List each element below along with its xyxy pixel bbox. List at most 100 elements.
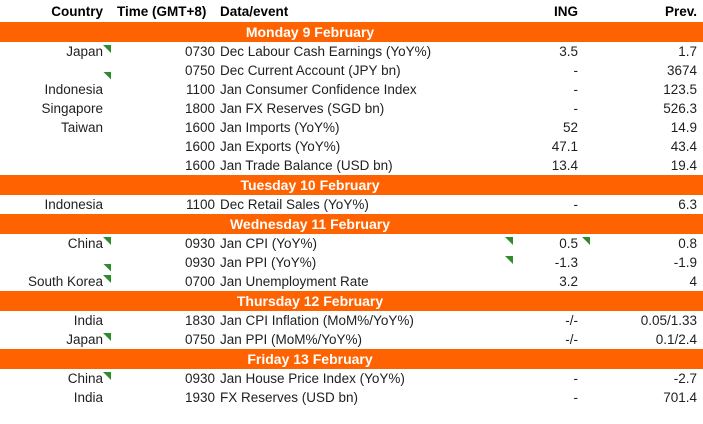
column-header-event: Data/event: [220, 3, 289, 19]
event-cell: Jan CPI (YoY%): [217, 236, 513, 251]
ing-value-cell: 0.5: [513, 236, 590, 251]
column-header-country: Country: [51, 3, 103, 19]
ing-value: -/-: [565, 313, 578, 328]
event-cell: Dec Labour Cash Earnings (YoY%): [217, 44, 513, 59]
event-cell: Jan Imports (YoY%): [217, 120, 513, 135]
prev-value: 43.4: [670, 139, 697, 154]
day-section-rows: Indonesia 1100 Dec Retail Sales (YoY%) -…: [0, 195, 703, 214]
country-label: South Korea: [27, 274, 103, 289]
country-cell: China: [0, 236, 111, 251]
time-label: 1600: [184, 139, 215, 154]
prev-value-cell: 14.9: [590, 120, 703, 135]
ing-value-cell: -: [513, 371, 590, 386]
prev-value: 19.4: [670, 158, 697, 173]
country-label: Japan: [66, 332, 103, 347]
table-row: South Korea 0700 Jan Unemployment Rate 3…: [0, 272, 703, 291]
country-label: China: [67, 236, 103, 251]
table-row: China 0930 Jan CPI (YoY%) 0.5 0.8: [0, 234, 703, 253]
ing-value-cell: 13.4: [513, 158, 590, 173]
country-cell: China: [0, 371, 111, 386]
event-cell: Jan CPI Inflation (MoM%/YoY%): [217, 313, 513, 328]
time-label: 0930: [184, 255, 215, 270]
ing-value: 13.4: [551, 158, 578, 173]
ing-value-cell: -: [513, 63, 590, 78]
note-flag-icon: [103, 237, 111, 245]
day-section-rows: China 0930 Jan CPI (YoY%) 0.5 0.8 0930 J…: [0, 234, 703, 291]
time-cell: 1800: [111, 101, 217, 116]
prev-value-cell: -2.7: [590, 371, 703, 386]
day-section-title: Monday 9 February: [245, 24, 375, 40]
event-label: Dec Current Account (JPY bn): [220, 63, 401, 78]
table-row: 0930 Jan PPI (YoY%) -1.3 -1.9: [0, 253, 703, 272]
time-label: 1600: [184, 158, 215, 173]
day-section-title: Wednesday 11 February: [229, 216, 391, 232]
ing-value-cell: 3.2: [513, 274, 590, 289]
day-section-rows: Japan 0730 Dec Labour Cash Earnings (YoY…: [0, 42, 703, 175]
prev-value-cell: 4: [590, 274, 703, 289]
event-cell: Jan Unemployment Rate: [217, 274, 513, 289]
table-row: Japan 0750 Jan PPI (MoM%/YoY%) -/- 0.1/2…: [0, 330, 703, 349]
prev-value: 14.9: [670, 120, 697, 135]
time-cell: 0930: [111, 371, 217, 386]
column-header-prev: Prev.: [664, 3, 697, 19]
event-label: Dec Labour Cash Earnings (YoY%): [220, 44, 432, 59]
prev-value: -2.7: [673, 371, 697, 386]
note-flag-icon: [103, 263, 111, 272]
table-row: Japan 0730 Dec Labour Cash Earnings (YoY…: [0, 42, 703, 61]
table-row: 1600 Jan Trade Balance (USD bn) 13.4 19.…: [0, 156, 703, 175]
day-section-header: Tuesday 10 February: [0, 175, 703, 195]
event-cell: Jan PPI (YoY%): [217, 255, 513, 270]
time-label: 1800: [184, 101, 215, 116]
event-label: Jan Imports (YoY%): [220, 120, 340, 135]
country-label: Indonesia: [44, 82, 103, 97]
event-label: Jan PPI (YoY%): [220, 255, 317, 270]
country-label: Singapore: [41, 101, 103, 116]
prev-value: 526.3: [663, 101, 697, 116]
event-label: Jan Consumer Confidence Index: [220, 82, 417, 97]
country-cell: Taiwan: [0, 120, 111, 135]
day-section-header: Wednesday 11 February: [0, 214, 703, 234]
note-flag-icon: [103, 333, 111, 341]
event-label: Jan PPI (MoM%/YoY%): [220, 332, 363, 347]
time-label: 0700: [184, 274, 215, 289]
ing-value: 0.5: [559, 236, 578, 251]
event-label: Jan House Price Index (YoY%): [220, 371, 405, 386]
table-row: China 0930 Jan House Price Index (YoY%) …: [0, 369, 703, 388]
time-cell: 1600: [111, 139, 217, 154]
table-row: Indonesia 1100 Jan Consumer Confidence I…: [0, 80, 703, 99]
day-section: Thursday 12 February India 1830 Jan CPI …: [0, 291, 703, 349]
day-section: Wednesday 11 February China 0930 Jan CPI…: [0, 214, 703, 291]
day-section: Friday 13 February China 0930 Jan House …: [0, 349, 703, 407]
event-label: FX Reserves (USD bn): [220, 390, 359, 405]
ing-value: 3.2: [559, 274, 578, 289]
prev-value-cell: 701.4: [590, 390, 703, 405]
day-section-header: Monday 9 February: [0, 22, 703, 42]
time-label: 1100: [185, 197, 215, 212]
event-label: Jan Exports (YoY%): [220, 139, 341, 154]
time-cell: 0750: [111, 63, 217, 78]
country-cell: South Korea: [0, 274, 111, 289]
ing-value-cell: -: [513, 390, 590, 405]
ing-value-cell: -/-: [513, 313, 590, 328]
ing-value: -/-: [565, 332, 578, 347]
time-label: 0930: [184, 236, 215, 251]
ing-value-cell: -: [513, 197, 590, 212]
time-cell: 1600: [111, 158, 217, 173]
note-flag-icon: [582, 237, 590, 245]
ing-value: 52: [562, 120, 578, 135]
day-section-rows: China 0930 Jan House Price Index (YoY%) …: [0, 369, 703, 407]
country-label: China: [67, 371, 103, 386]
day-section-header: Thursday 12 February: [0, 291, 703, 311]
ing-value: -: [573, 390, 579, 405]
table-row: 0750 Dec Current Account (JPY bn) - 3674: [0, 61, 703, 80]
calendar-sections: Monday 9 February Japan 0730 Dec Labour …: [0, 22, 703, 407]
ing-value-cell: 47.1: [513, 139, 590, 154]
prev-value-cell: 1.7: [590, 44, 703, 59]
prev-value-cell: 6.3: [590, 197, 703, 212]
country-cell: Singapore: [0, 101, 111, 116]
time-label: 0930: [184, 371, 215, 386]
ing-value: 47.1: [551, 139, 578, 154]
prev-value-cell: 19.4: [590, 158, 703, 173]
time-cell: 1100: [111, 197, 217, 212]
